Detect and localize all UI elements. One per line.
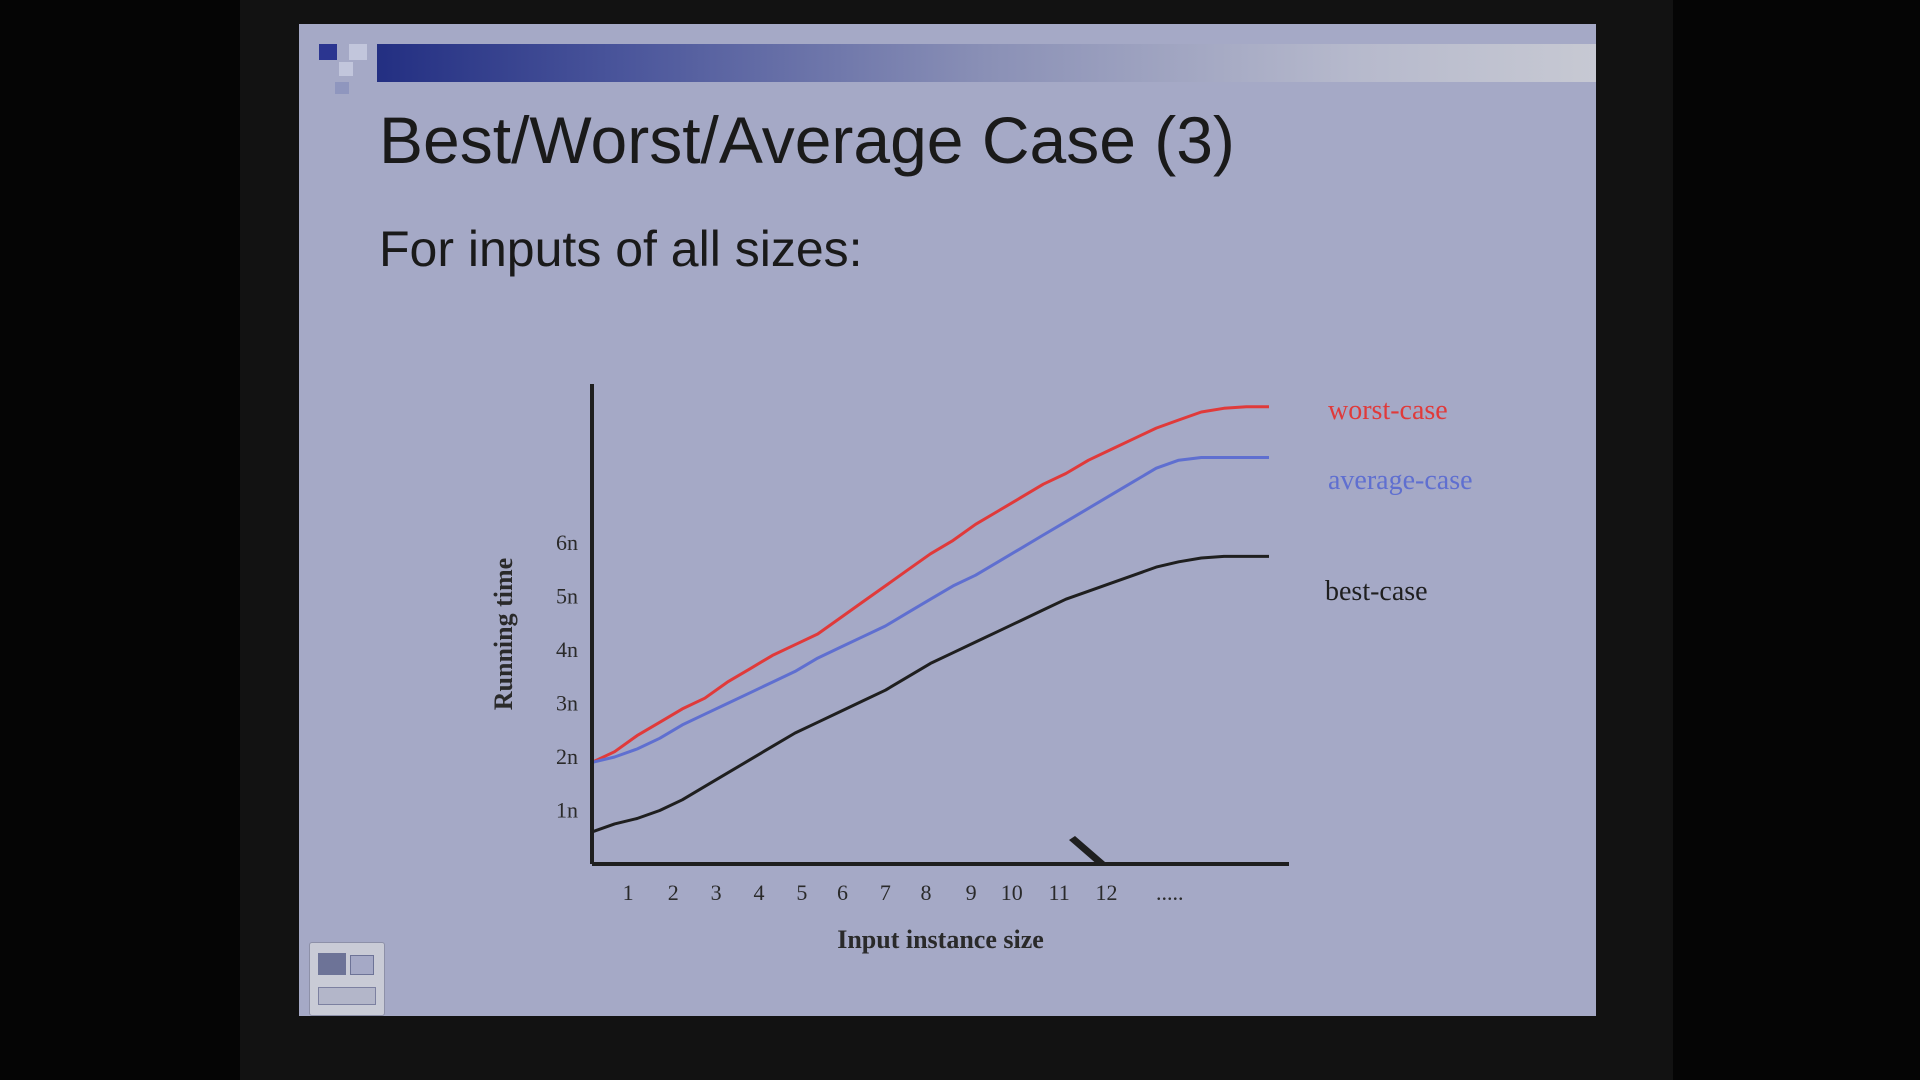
- x-tick-label: 9: [966, 880, 977, 905]
- series-line-0: [591, 405, 1269, 764]
- y-tick-label: 5n: [556, 584, 578, 609]
- legend-label-2: best-case: [1325, 576, 1428, 607]
- x-axis-title: Input instance size: [837, 925, 1044, 954]
- slide-header-bar: [377, 44, 1596, 82]
- y-tick-label: 4n: [556, 637, 578, 662]
- presentation-slide: Best/Worst/Average Case (3) For inputs o…: [299, 24, 1596, 1016]
- x-tick-label: 5: [796, 880, 807, 905]
- decor-square: [349, 44, 367, 60]
- x-tick-label: 2: [668, 880, 679, 905]
- letterbox-right: [1673, 0, 1920, 1080]
- slide-controls-widget[interactable]: [309, 942, 385, 1016]
- slide-bullet: For inputs of all sizes:: [379, 221, 863, 277]
- x-tick-label: .....: [1156, 880, 1184, 905]
- legend-label-0: worst-case: [1328, 395, 1448, 426]
- mouse-pointer-icon: [1069, 836, 1105, 866]
- letterbox-left: [0, 0, 240, 1080]
- pen-icon[interactable]: [350, 955, 374, 975]
- legend-label-1: average-case: [1328, 465, 1473, 496]
- y-tick-label: 1n: [556, 798, 578, 823]
- x-tick-label: 8: [920, 880, 931, 905]
- x-tick-label: 4: [753, 880, 764, 905]
- series-line-1: [591, 456, 1269, 764]
- y-tick-label: 3n: [556, 691, 578, 716]
- x-tick-label: 1: [623, 880, 634, 905]
- y-axis-title: Running time: [489, 558, 518, 710]
- y-tick-label: 2n: [556, 744, 578, 769]
- navigation-bar[interactable]: [318, 987, 376, 1005]
- y-tick-label: 6n: [556, 530, 578, 555]
- x-tick-label: 10: [1001, 880, 1023, 905]
- x-tick-label: 12: [1096, 880, 1118, 905]
- x-tick-label: 7: [880, 880, 891, 905]
- menu-icon[interactable]: [318, 953, 346, 975]
- pointer-arrow: [1069, 836, 1105, 866]
- x-tick-label: 3: [711, 880, 722, 905]
- decor-square: [339, 62, 353, 76]
- x-tick-label: 11: [1049, 880, 1070, 905]
- x-tick-label: 6: [837, 880, 848, 905]
- decor-square: [319, 44, 337, 60]
- decor-square: [335, 82, 349, 94]
- series-line-2: [591, 554, 1269, 834]
- slide-title: Best/Worst/Average Case (3): [379, 103, 1235, 177]
